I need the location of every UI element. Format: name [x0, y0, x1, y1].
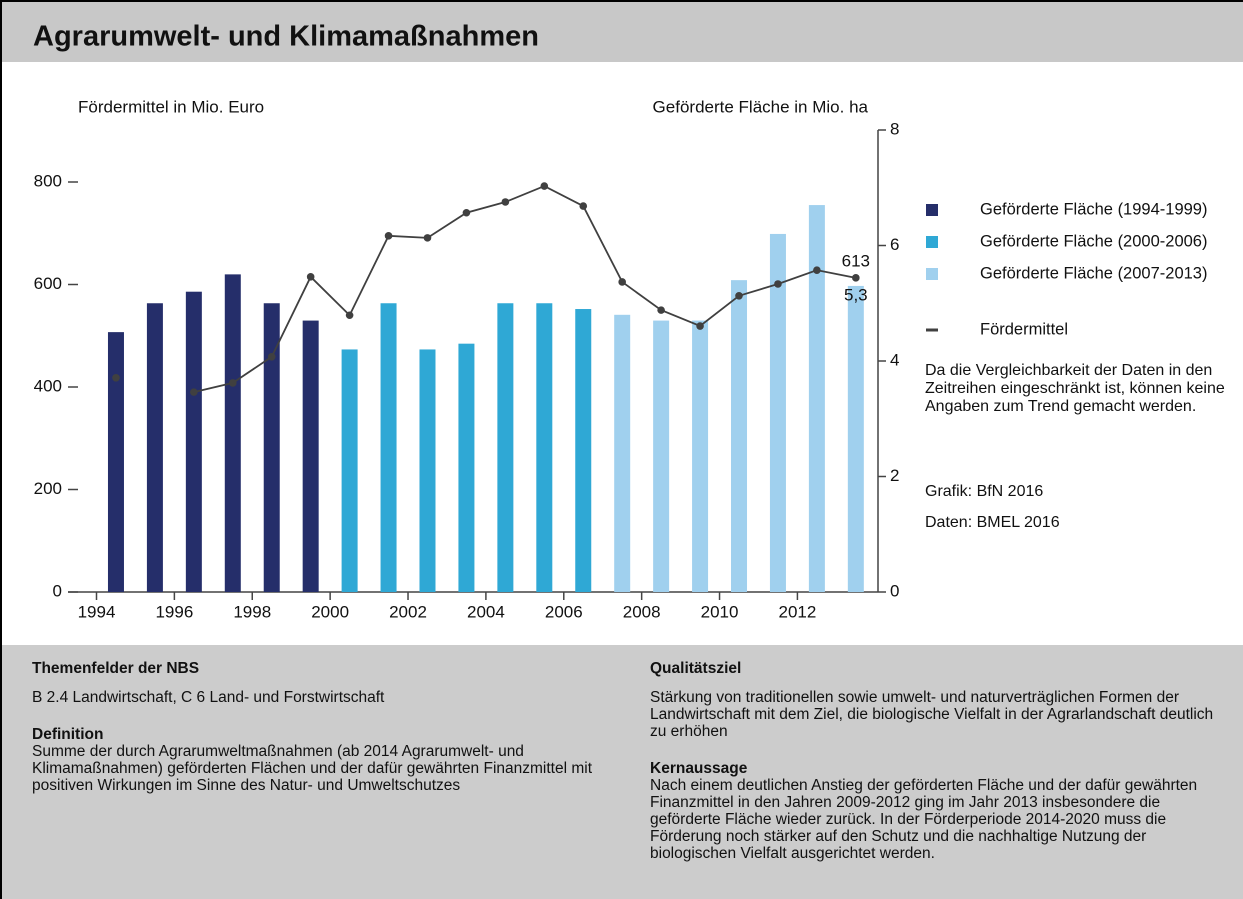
line: [193, 185, 857, 394]
x-tick-label: 1994: [78, 602, 116, 621]
line-point: [657, 306, 665, 314]
data-label: 5,3: [844, 285, 868, 304]
bar: [614, 314, 631, 592]
line-point: [579, 202, 588, 210]
bar: [769, 233, 786, 592]
y2-tick-label: 4: [890, 350, 899, 369]
bar: [692, 320, 709, 592]
line-point: [228, 379, 237, 387]
bar: [847, 285, 864, 592]
footer-band: [0, 645, 1243, 899]
legend-label: Geförderte Fläche (2000-2006): [980, 232, 1207, 250]
header-band: [0, 0, 1243, 62]
info-right: Qualitätsziel Stärkung von traditionelle…: [650, 660, 1225, 862]
line-point: [696, 322, 704, 330]
bar: [185, 291, 202, 592]
bar: [419, 349, 436, 592]
legend-swatch: [926, 268, 938, 280]
bar: [536, 303, 553, 592]
heading: Qualitätsziel: [650, 660, 742, 677]
y-tick-label: 200: [34, 479, 62, 498]
data-label: 613: [842, 251, 870, 270]
line-point: [190, 388, 198, 396]
y-tick-label: 400: [34, 376, 62, 395]
bar: [224, 274, 241, 592]
source-graphic: Grafik: BfN 2016: [925, 483, 1043, 500]
text: B 2.4 Landwirtschaft, C 6 Land- und Fors…: [32, 689, 385, 706]
bar: [146, 303, 163, 592]
legend-label: Geförderte Fläche (2007-2013): [980, 264, 1207, 282]
legend-swatch: [926, 204, 938, 216]
y2-tick-label: 6: [890, 235, 899, 254]
line-point: [501, 198, 510, 206]
x-tick-label: 2000: [311, 602, 349, 621]
x-tick-label: 1996: [155, 602, 193, 621]
y2-axis-label: Geförderte Fläche in Mio. ha: [653, 97, 869, 116]
bar: [808, 205, 825, 592]
line-point: [112, 373, 120, 382]
y-tick-label: 0: [53, 581, 62, 600]
legend-swatch: [926, 236, 938, 248]
line-point: [345, 311, 354, 320]
source-data: Daten: BMEL 2016: [925, 514, 1060, 531]
line-point: [774, 280, 782, 288]
legend-label: Fördermittel: [980, 320, 1068, 338]
x-tick-label: 1998: [233, 602, 271, 621]
text: Stärkung von traditionellen sowie umwelt…: [650, 689, 1214, 740]
note: Da die Vergleichbarkeit der Daten in den…: [925, 362, 1225, 415]
y2-tick-label: 8: [890, 119, 899, 138]
y-axis-label: Fördermittel in Mio. Euro: [78, 97, 264, 116]
bar: [458, 343, 475, 592]
x-tick-label: 2002: [389, 602, 427, 621]
bar: [302, 320, 319, 592]
line-point: [540, 182, 549, 190]
line-point: [306, 273, 315, 281]
chart-title: Agrarumwelt- und Klimamaßnahmen: [33, 21, 539, 53]
line-point: [735, 291, 743, 300]
y2-tick-label: 2: [890, 466, 899, 485]
bar: [575, 309, 592, 592]
line-point: [618, 278, 626, 286]
bar: [497, 303, 514, 592]
line-point: [423, 234, 432, 242]
legend-label: Geförderte Fläche (1994-1999): [980, 200, 1207, 218]
x-tick-label: 2006: [545, 602, 583, 621]
text: Summe der durch Agrarumweltmaßnahmen (ab…: [32, 743, 592, 794]
heading: Themenfelder der NBS: [32, 660, 200, 677]
x-tick-label: 2010: [701, 602, 739, 621]
text: Nach einem deutlichen Anstieg der geförd…: [650, 777, 1198, 862]
heading: Kernaussage: [650, 760, 748, 777]
bar: [341, 349, 358, 592]
bar: [731, 280, 748, 592]
heading: Definition: [32, 726, 104, 743]
y-tick-label: 800: [34, 171, 62, 190]
info-left: Themenfelder der NBS B 2.4 Landwirtschaf…: [32, 660, 622, 794]
bar: [380, 303, 397, 592]
bar: [107, 332, 124, 592]
line-point: [852, 274, 860, 282]
x-tick-label: 2012: [779, 602, 817, 621]
x-tick-label: 2004: [467, 602, 505, 621]
bar: [263, 303, 280, 592]
y-tick-label: 600: [34, 274, 62, 293]
line-point: [462, 208, 471, 217]
bar: [653, 320, 670, 592]
y2-tick-label: 0: [890, 581, 899, 600]
line-point: [384, 232, 393, 240]
x-tick-label: 2008: [623, 602, 661, 621]
line-point: [267, 352, 276, 361]
line-point: [813, 266, 821, 274]
